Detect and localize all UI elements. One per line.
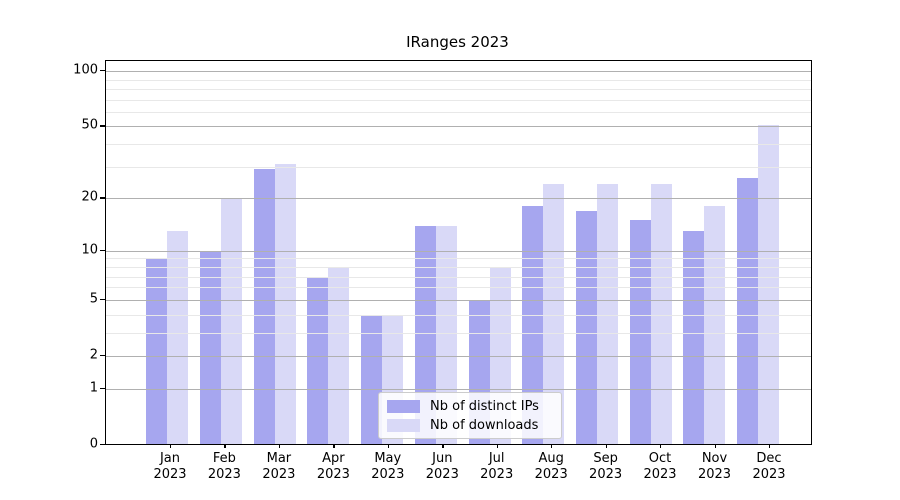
- bar-distinct-ips-apr: [307, 276, 329, 444]
- legend-item-distinct-ips: Nb of distinct IPs: [387, 399, 553, 414]
- bar-distinct-ips-mar: [253, 169, 275, 444]
- bar-downloads-dec: [758, 124, 779, 444]
- x-tick-label-dec: Dec 2023: [752, 451, 786, 482]
- chart-title: IRanges 2023: [406, 33, 509, 51]
- y-tick-label: 0: [89, 436, 98, 452]
- bar-downloads-aug: [543, 184, 565, 444]
- y-tick-mark: [100, 197, 105, 199]
- legend-swatch-downloads-icon: [387, 418, 420, 432]
- bar-downloads-apr: [328, 266, 350, 444]
- x-tick-label-apr: Apr 2023: [316, 451, 350, 482]
- y-tick-label: 10: [81, 242, 98, 258]
- y-tick-label: 2: [89, 347, 98, 363]
- bar-distinct-ips-may: [361, 314, 383, 444]
- bar-distinct-ips-oct: [629, 220, 651, 444]
- y-tick-label: 100: [73, 62, 98, 78]
- bar-downloads-oct: [650, 184, 672, 444]
- x-tick-label-oct: Oct 2023: [643, 451, 677, 482]
- x-tick-mark: [496, 444, 498, 448]
- bar-distinct-ips-sep: [575, 210, 597, 444]
- bar-downloads-sep: [596, 184, 618, 444]
- bars-layer: [106, 61, 811, 444]
- bar-downloads-mar: [274, 164, 296, 444]
- y-tick-mark: [100, 354, 105, 357]
- y-tick-label: 20: [81, 189, 98, 205]
- x-tick-mark: [224, 444, 226, 448]
- x-tick-label-may: May 2023: [371, 451, 405, 482]
- bar-distinct-ips-aug: [522, 206, 544, 444]
- x-tick-mark: [605, 444, 607, 448]
- legend-label: Nb of downloads: [430, 417, 539, 433]
- y-tick-mark: [100, 443, 105, 446]
- x-tick-label-nov: Nov 2023: [697, 451, 732, 482]
- legend: Nb of distinct IPs Nb of downloads: [378, 392, 562, 439]
- bar-distinct-ips-feb: [200, 250, 221, 444]
- x-tick-label-feb: Feb 2023: [207, 451, 241, 482]
- y-tick-label: 50: [81, 117, 98, 133]
- legend-item-downloads: Nb of downloads: [387, 418, 553, 433]
- plot-area: [105, 60, 812, 445]
- y-tick-label: 1: [89, 380, 98, 396]
- x-tick-label-aug: Aug 2023: [534, 451, 568, 482]
- x-tick-mark: [387, 444, 390, 448]
- x-tick-mark: [333, 444, 335, 448]
- y-tick-mark: [100, 125, 105, 127]
- legend-label: Nb of distinct IPs: [430, 398, 539, 414]
- x-tick-label-jul: Jul 2023: [480, 451, 514, 482]
- bar-downloads-nov: [704, 206, 726, 444]
- bar-downloads-feb: [221, 198, 242, 444]
- y-tick-label: 5: [89, 291, 98, 307]
- x-tick-mark: [442, 444, 444, 448]
- x-tick-mark: [278, 444, 281, 448]
- x-tick-mark: [769, 444, 771, 448]
- y-tick-mark: [100, 298, 105, 301]
- x-tick-mark: [170, 444, 172, 448]
- x-tick-label-jan: Jan 2023: [153, 451, 187, 482]
- legend-swatch-distinct-ips-icon: [387, 399, 420, 413]
- x-tick-label-mar: Mar 2023: [262, 451, 296, 482]
- x-tick-label-sep: Sep 2023: [589, 451, 623, 482]
- x-tick-mark: [714, 444, 716, 448]
- bar-distinct-ips-dec: [737, 177, 758, 444]
- bar-downloads-jan: [167, 231, 189, 444]
- x-tick-label-jun: Jun 2023: [425, 451, 459, 482]
- bar-distinct-ips-jan: [146, 258, 168, 444]
- x-tick-mark: [660, 444, 662, 448]
- x-tick-mark: [551, 444, 553, 448]
- y-tick-mark: [100, 387, 105, 390]
- y-tick-mark: [100, 70, 105, 72]
- y-tick-mark: [100, 249, 105, 251]
- bar-distinct-ips-nov: [683, 231, 705, 444]
